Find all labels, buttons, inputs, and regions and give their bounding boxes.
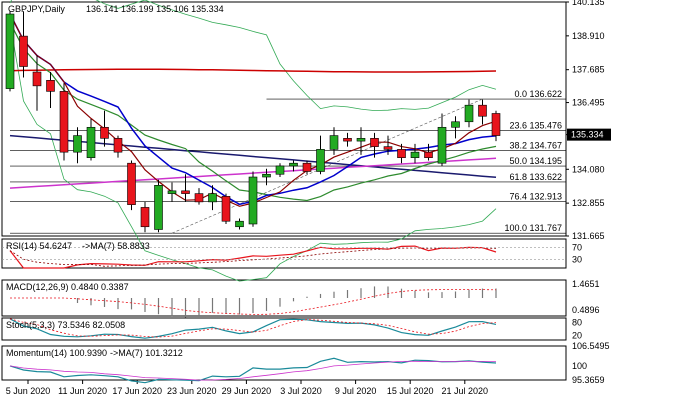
candle-bull (410, 151, 420, 158)
stoch-label: Stoch(5,3,3) 73.5346 82.0508 (6, 320, 125, 330)
momentum-pane-frame (1, 345, 567, 381)
bollinger-lower-line (9, 22, 497, 282)
fib-level-label: 38.2 134.767 (509, 140, 562, 150)
candle-bear (343, 138, 352, 142)
fib-level-label: 100.0 131.767 (504, 223, 562, 233)
price-tick-label: 131.665 (572, 231, 605, 241)
candle-bull (329, 135, 339, 150)
chart-title: GBPJPY,Daily (8, 4, 65, 14)
candle-bear (370, 138, 379, 147)
candle-bull (235, 220, 244, 228)
x-axis-label: 3 Jul 2020 (280, 386, 322, 396)
last-price-tag (567, 128, 611, 141)
candle-bear (32, 71, 42, 87)
rsi-line (9, 245, 497, 269)
rsi-pane-frame (1, 238, 567, 269)
rsi-tick-label: 30 (572, 254, 582, 264)
macd-tick-label: 0.4896 (572, 305, 600, 315)
candle-bull (262, 173, 271, 178)
candle-bear (113, 138, 123, 153)
candle-bull (451, 121, 460, 128)
momentum-ma-line (9, 360, 497, 381)
candle-bear (46, 80, 55, 92)
price-tick-label: 136.495 (572, 98, 605, 108)
price-tick-label: 137.685 (572, 65, 605, 75)
candle-bear (19, 35, 28, 67)
candle-bear (100, 126, 109, 139)
candle-bear (383, 146, 393, 150)
candle-bull (289, 162, 298, 167)
macd-pane-frame (1, 279, 567, 317)
stoch-k-line (9, 318, 497, 339)
candle-bear (424, 151, 433, 158)
x-axis-label: 5 Jun 2020 (6, 386, 51, 396)
price-tick-label: 132.855 (572, 198, 605, 208)
candle-bear (127, 162, 136, 205)
ohlc-readout: 136.141 136.199 135.106 135.334 (86, 4, 224, 14)
candle-bull (248, 176, 258, 225)
momentum-ma-label: ->MA(7) 101.3212 (110, 348, 183, 358)
fib-level-label: 50.0 134.195 (509, 156, 562, 166)
macd-signal-line (10, 289, 497, 315)
x-axis-label: 9 Jul 2020 (335, 386, 377, 396)
candle-bull (316, 149, 325, 172)
candle-bull (167, 190, 177, 194)
stoch-pane-frame (1, 317, 567, 341)
candle-bear (397, 149, 406, 158)
candle-bear (221, 196, 231, 222)
candle-bear (478, 104, 487, 117)
price-tick-label: 138.910 (572, 31, 605, 41)
macd-tick-label: 1.4651 (572, 279, 600, 289)
price-tick-label: 140.135 (572, 0, 605, 7)
momentum-label: Momentum(14) 100.9390 (6, 348, 107, 358)
candle-bull (356, 138, 366, 142)
stoch-tick-label: 20 (572, 331, 582, 341)
price-tick-label: 134.080 (572, 164, 605, 174)
x-axis-label: 17 Jun 2020 (112, 386, 162, 396)
fib-level-label: 61.8 133.622 (509, 172, 562, 182)
momentum-tick-label: 100 (572, 361, 587, 371)
candle-bull (275, 165, 285, 175)
candle-bull (437, 126, 447, 164)
stoch-tick-label: 80 (572, 317, 582, 327)
candle-bear (194, 193, 204, 203)
candle-bull (5, 13, 15, 89)
x-axis-label: 29 Jun 2020 (222, 386, 272, 396)
main-pane-frame (1, 1, 567, 237)
candle-bear (302, 162, 312, 172)
candle-bull (464, 104, 474, 123)
x-axis-label: 15 Jul 2020 (387, 386, 434, 396)
rsi-ma-label: ->MA(7) 58.8833 (82, 241, 150, 251)
candle-bull (154, 185, 163, 230)
macd-label: MACD(12,26,9) 0.4840 0.3387 (6, 282, 129, 292)
candle-bull (73, 135, 82, 153)
rsi-tick-label: 70 (572, 243, 582, 253)
ma-long-red-line (9, 68, 497, 73)
candle-bear (59, 91, 69, 153)
momentum-tick-label: 106.5495 (572, 341, 610, 351)
rsi-label: RSI(14) 54.6247 (6, 241, 72, 251)
fib-level-label: 76.4 132.913 (509, 192, 562, 202)
candle-bull (208, 193, 217, 203)
bollinger-upper-line (9, 0, 497, 112)
x-axis-label: 23 Jun 2020 (167, 386, 217, 396)
candle-bull (86, 126, 96, 158)
x-axis-label: 21 Jul 2020 (442, 386, 489, 396)
fib-level-label: 23.6 135.476 (509, 121, 562, 131)
last-price-label: 135.334 (571, 130, 604, 140)
candle-bear (181, 190, 190, 194)
x-axis-label: 11 Jun 2020 (58, 386, 107, 396)
candle-bear (491, 113, 501, 136)
momentum-line (9, 357, 497, 384)
momentum-tick-label: 95.3659 (572, 375, 605, 385)
candle-bear (140, 207, 150, 228)
fib-level-label: 0.0 136.622 (514, 89, 562, 99)
